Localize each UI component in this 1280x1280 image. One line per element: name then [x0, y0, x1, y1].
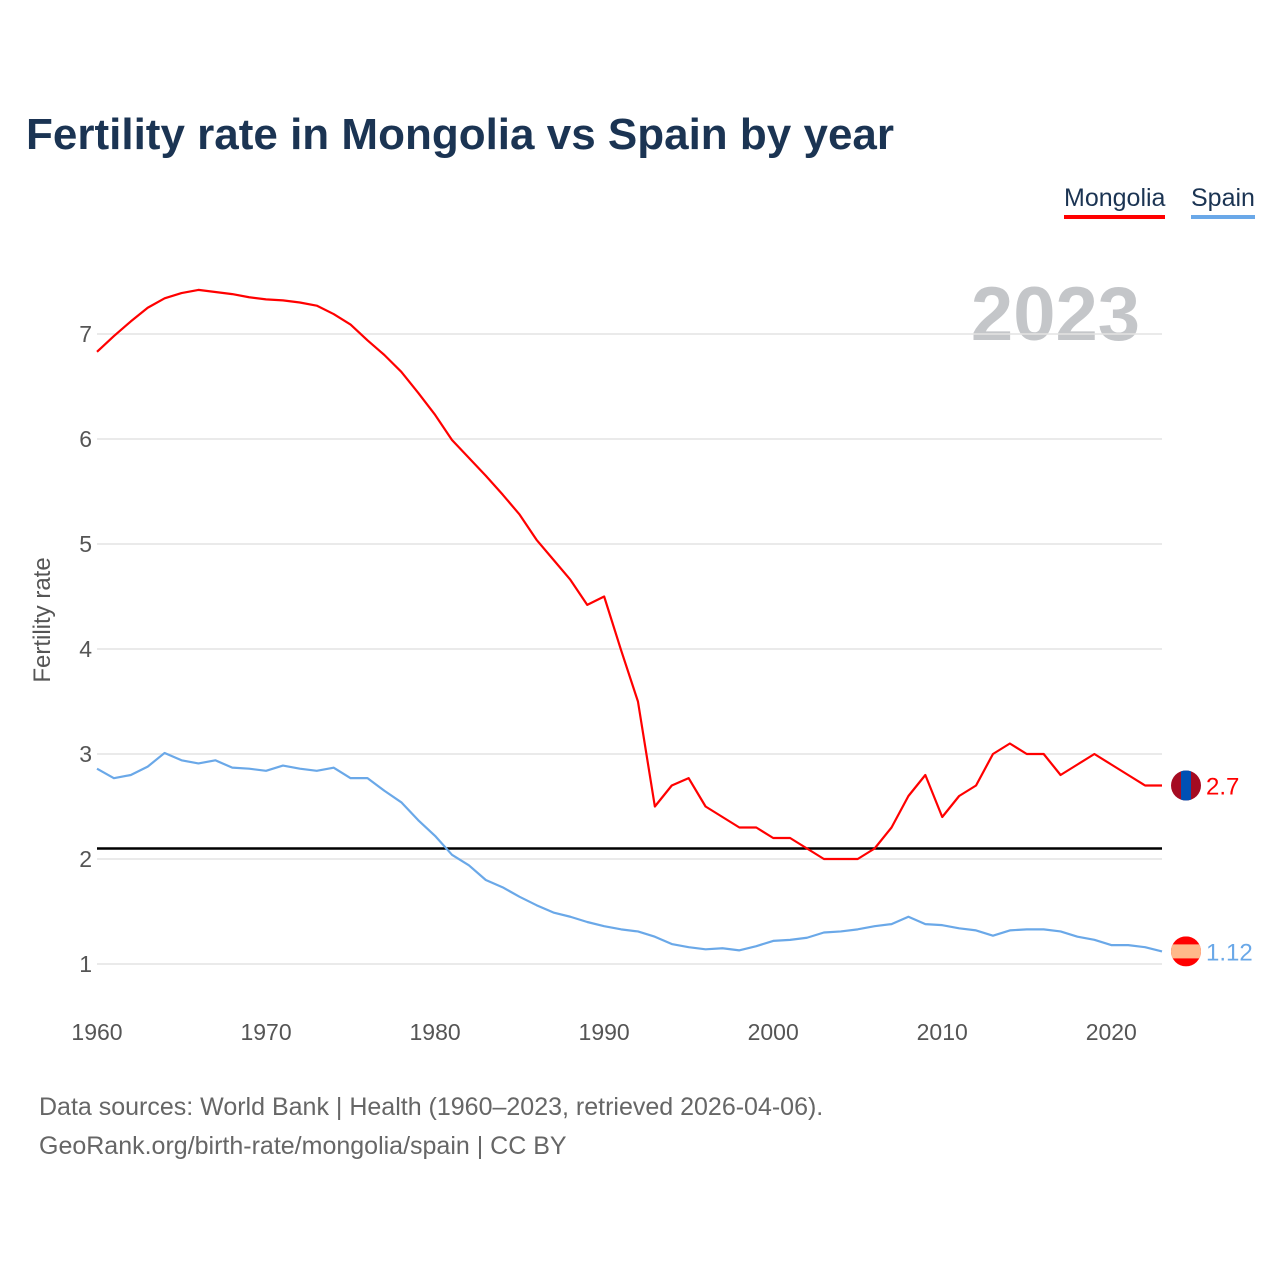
chart-title: Fertility rate in Mongolia vs Spain by y… [26, 110, 895, 159]
series-line-spain [96, 751, 1163, 953]
x-tick-label: 1960 [71, 1019, 122, 1045]
y-tick-label: 5 [79, 531, 92, 557]
y-tick-label: 3 [79, 741, 92, 767]
x-tick-label: 1990 [579, 1019, 630, 1045]
flag-mongolia-icon [1171, 770, 1201, 801]
legend-spain[interactable]: Spain [1191, 184, 1255, 219]
x-tick-label: 1970 [240, 1019, 291, 1045]
end-label-spain: 1.12 [1206, 939, 1253, 966]
source-note: Data sources: World Bank | Health (1960–… [39, 1088, 823, 1166]
flag-spain-icon [1171, 936, 1201, 967]
y-tick-label: 7 [79, 321, 92, 347]
end-label-mongolia: 2.7 [1206, 774, 1239, 801]
y-tick-label: 2 [79, 846, 92, 872]
year-watermark: 2023 [971, 272, 1140, 357]
legend-mongolia[interactable]: Mongolia [1064, 184, 1166, 219]
x-tick-label: 2000 [748, 1019, 799, 1045]
x-tick-label: 2020 [1086, 1019, 1137, 1045]
y-tick-label: 6 [79, 426, 92, 452]
y-tick-label: 1 [79, 951, 92, 977]
y-axis-label: Fertility rate [29, 557, 56, 682]
y-tick-label: 4 [79, 636, 92, 662]
series-line-mongolia [96, 288, 1162, 861]
x-tick-label: 1980 [410, 1019, 461, 1045]
source-line-1: Data sources: World Bank | Health (1960–… [39, 1093, 824, 1121]
source-line-2[interactable]: GeoRank.org/birth-rate/mongolia/spain | … [39, 1132, 567, 1160]
x-tick-label: 2010 [917, 1019, 968, 1045]
